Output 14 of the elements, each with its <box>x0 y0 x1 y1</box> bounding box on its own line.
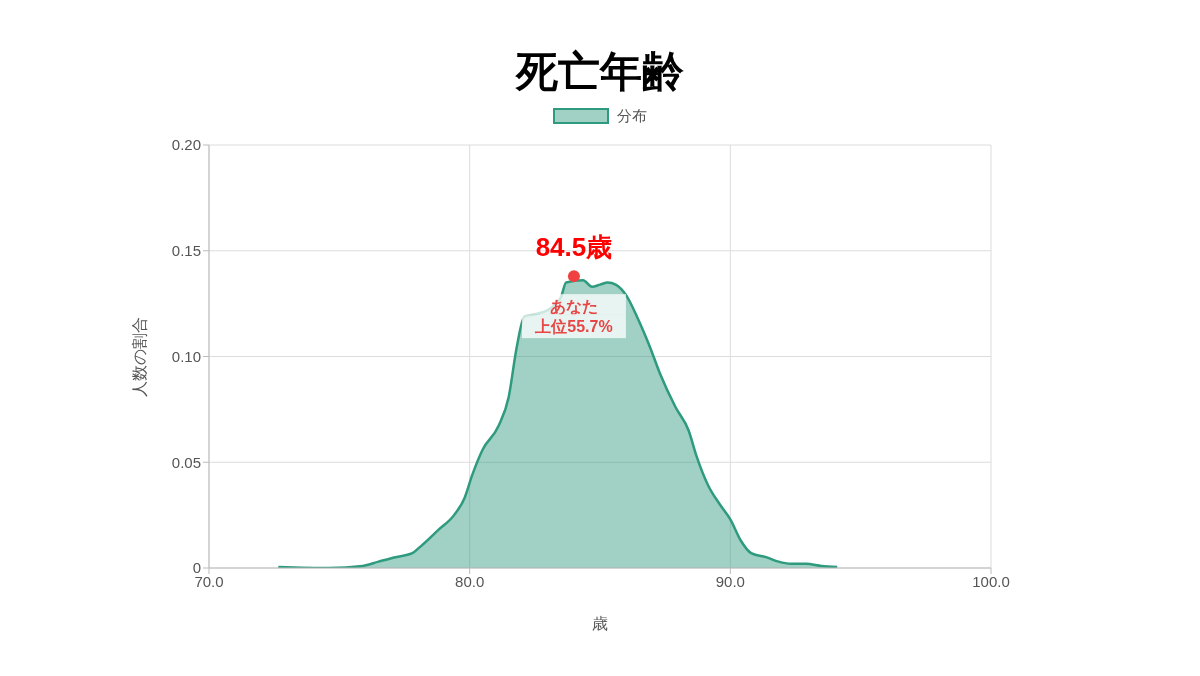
y-tick-label: 0.20 <box>171 136 201 154</box>
y-tick-label: 0.05 <box>171 453 201 471</box>
x-tick-label: 90.0 <box>715 572 745 590</box>
annotation: 上位55.7% <box>534 318 613 336</box>
annotation: あなた <box>549 298 598 317</box>
x-tick-label: 100.0 <box>972 572 1010 590</box>
chart-title: 死亡年齢 <box>514 47 685 97</box>
y-tick-label: 0.15 <box>171 242 201 260</box>
y-tick-label: 0.10 <box>171 347 201 365</box>
annotation: 84.5歳 <box>535 232 613 263</box>
x-tick-label: 80.0 <box>455 572 485 590</box>
x-axis-title: 歳 <box>592 615 608 633</box>
y-axis-title: 人数の割合 <box>130 316 148 397</box>
legend-label: 分布 <box>617 106 647 126</box>
